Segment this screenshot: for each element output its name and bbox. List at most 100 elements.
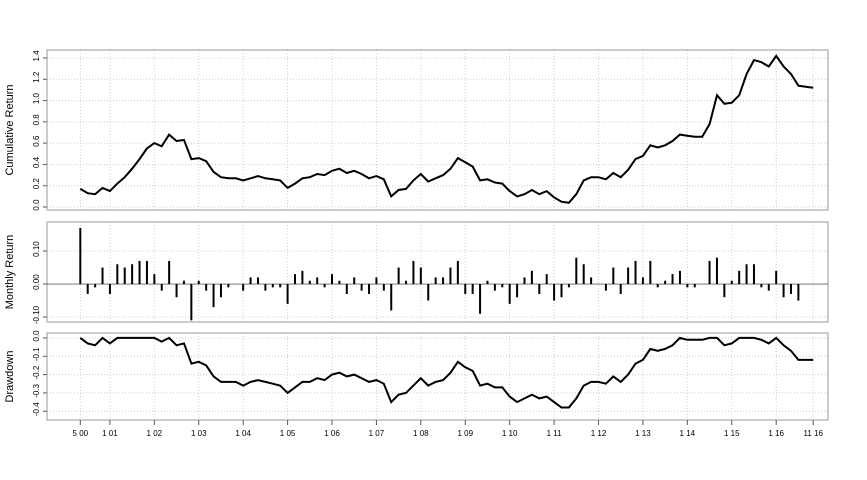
bar — [530, 270, 533, 285]
y-tick-label: 0.8 — [32, 114, 41, 126]
bar — [286, 284, 289, 304]
bar — [123, 267, 126, 285]
bar — [242, 284, 245, 291]
bar — [471, 284, 474, 294]
bar — [323, 284, 326, 288]
y-axis-title: Cumulative Return — [4, 84, 16, 175]
bar — [345, 284, 348, 294]
y-tick-label: 0.6 — [32, 135, 41, 147]
bar — [464, 284, 467, 294]
bar — [138, 260, 141, 285]
bar — [612, 267, 615, 285]
y-tick-label: -0.3 — [32, 383, 41, 397]
bar — [301, 270, 304, 285]
bar — [338, 280, 341, 285]
bar — [145, 260, 148, 285]
line — [79, 336, 814, 409]
x-tick-label: 1 10 — [502, 429, 518, 438]
y-axis-title: Drawdown — [4, 351, 16, 403]
bar — [293, 274, 296, 285]
bar — [168, 260, 171, 285]
bar — [360, 284, 363, 291]
bar — [419, 267, 422, 285]
y-axis-title: Monthly Return — [4, 235, 16, 310]
bar — [249, 277, 252, 285]
y-tick-label: -0.1 — [32, 347, 41, 361]
panel-frame — [46, 49, 829, 211]
x-tick-label: 1 12 — [591, 429, 607, 438]
bar — [641, 277, 644, 285]
bar — [671, 274, 674, 285]
x-tick-label: 1 08 — [413, 429, 429, 438]
bar — [523, 277, 526, 285]
y-tick-label: -0.4 — [32, 402, 41, 416]
bar — [516, 284, 519, 298]
bar — [279, 284, 282, 288]
bar — [449, 267, 452, 285]
bar — [197, 280, 200, 285]
bar — [86, 284, 89, 294]
bar — [567, 284, 570, 288]
bar — [604, 284, 607, 291]
bar — [94, 284, 97, 288]
x-tick-label: 1 03 — [191, 429, 207, 438]
bar — [131, 264, 134, 285]
bar — [493, 284, 496, 291]
bar — [797, 284, 800, 301]
x-tick-label: 1 13 — [635, 429, 651, 438]
bar — [434, 277, 437, 285]
x-tick-label: 1 01 — [102, 429, 118, 438]
y-tick-label: -0.10 — [32, 305, 41, 324]
bar — [212, 284, 215, 308]
bar — [227, 284, 230, 288]
y-tick-label: 0.4 — [32, 156, 41, 168]
panel-frame — [46, 332, 829, 421]
bar — [79, 227, 82, 285]
x-tick-label: 11 16 — [803, 429, 823, 438]
bar — [442, 277, 445, 285]
bar — [538, 284, 541, 294]
bar — [456, 260, 459, 285]
bar — [634, 260, 637, 285]
bar — [427, 284, 430, 301]
y-tick-label: 1.2 — [32, 71, 41, 83]
bar — [101, 267, 104, 285]
bar — [501, 284, 504, 288]
bar — [723, 284, 726, 298]
bar — [308, 280, 311, 285]
bar — [590, 277, 593, 285]
x-tick-label: 1 16 — [768, 429, 784, 438]
x-tick-label: 1 15 — [724, 429, 740, 438]
bar — [627, 267, 630, 285]
bar — [316, 277, 319, 285]
bar — [219, 284, 222, 298]
bar — [182, 280, 185, 285]
bar — [730, 280, 733, 285]
bar — [775, 270, 778, 285]
bar — [738, 270, 741, 285]
bar — [390, 284, 393, 311]
bar — [656, 284, 659, 288]
bar — [678, 270, 681, 285]
bar — [412, 260, 415, 285]
bar — [175, 284, 178, 298]
x-tick-label: 1 11 — [547, 429, 563, 438]
bar — [553, 284, 556, 301]
bar — [331, 274, 334, 285]
bar — [789, 284, 792, 294]
bar — [715, 257, 718, 285]
bar — [664, 280, 667, 285]
bar — [619, 284, 622, 294]
bar — [508, 284, 511, 304]
x-tick-label: 1 06 — [324, 429, 340, 438]
panel-frame — [46, 221, 829, 323]
y-tick-label: 0.0 — [32, 330, 41, 342]
line — [79, 54, 814, 204]
bar — [752, 264, 755, 285]
x-tick-label: 1 14 — [680, 429, 696, 438]
bar — [782, 284, 785, 298]
bar — [405, 280, 408, 285]
bar — [271, 284, 274, 288]
y-tick-label: 1.0 — [32, 92, 41, 104]
